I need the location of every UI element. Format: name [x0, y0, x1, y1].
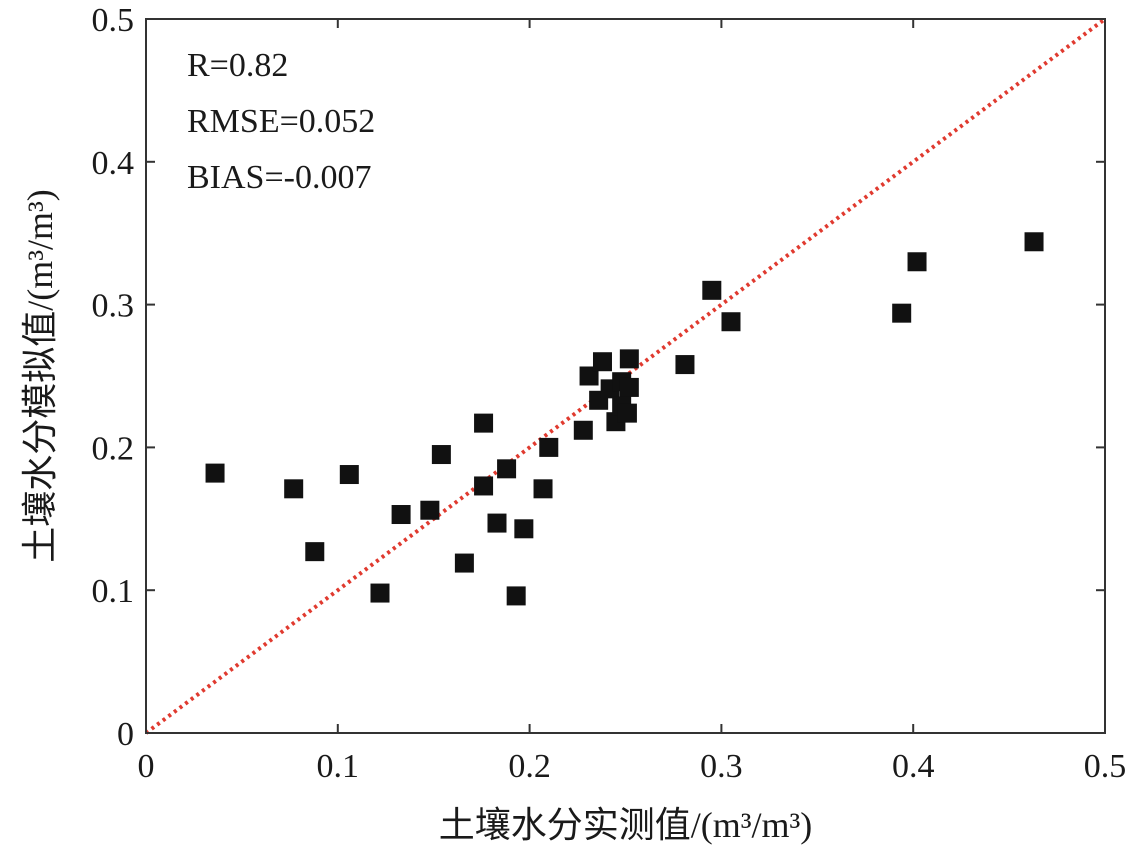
- stat-annotation: R=0.82: [187, 47, 288, 84]
- plot-frame: [145, 18, 1106, 734]
- y-axis-title: 土壤水分模拟值/(m³/m³): [20, 189, 60, 563]
- data-point: [579, 366, 599, 386]
- data-point: [907, 252, 927, 272]
- data-point: [305, 542, 325, 562]
- stat-annotation: RMSE=0.052: [187, 103, 375, 140]
- data-point: [617, 403, 637, 423]
- y-tick-label: 0: [117, 716, 134, 753]
- data-point: [539, 437, 559, 457]
- data-point: [619, 349, 639, 369]
- y-tick-label: 0.3: [92, 288, 135, 325]
- y-tick-label: 0.5: [92, 2, 135, 39]
- data-point: [506, 586, 526, 606]
- x-tick-label: 0.3: [700, 748, 743, 785]
- data-point: [721, 312, 741, 332]
- data-point: [592, 352, 612, 372]
- x-axis-title: 土壤水分实测值/(m³/m³): [439, 805, 813, 845]
- data-point: [533, 479, 553, 499]
- data-point: [284, 479, 304, 499]
- x-tick-label: 0.4: [892, 748, 935, 785]
- data-point: [339, 465, 359, 485]
- data-point: [431, 445, 451, 465]
- data-point: [454, 553, 474, 573]
- data-point: [487, 513, 507, 533]
- data-point: [474, 476, 494, 496]
- x-tick-label: 0.5: [1084, 748, 1127, 785]
- data-point: [391, 505, 411, 525]
- data-point: [205, 463, 225, 483]
- data-point: [1024, 232, 1044, 252]
- x-tick-label: 0.2: [508, 748, 551, 785]
- data-point: [702, 280, 722, 300]
- data-point: [573, 420, 593, 440]
- x-tick-label: 0.1: [317, 748, 360, 785]
- stat-annotation: BIAS=-0.007: [187, 159, 371, 196]
- x-tick-label: 0: [138, 748, 155, 785]
- data-point: [420, 500, 440, 520]
- data-point: [514, 519, 534, 539]
- data-point: [474, 413, 494, 433]
- data-point: [497, 459, 517, 479]
- y-tick-label: 0.2: [92, 430, 135, 467]
- data-point: [370, 583, 390, 603]
- data-point: [892, 303, 912, 323]
- y-tick-label: 0.4: [92, 145, 135, 182]
- y-tick-label: 0.1: [92, 573, 135, 610]
- data-point: [675, 355, 695, 375]
- data-point: [619, 377, 639, 397]
